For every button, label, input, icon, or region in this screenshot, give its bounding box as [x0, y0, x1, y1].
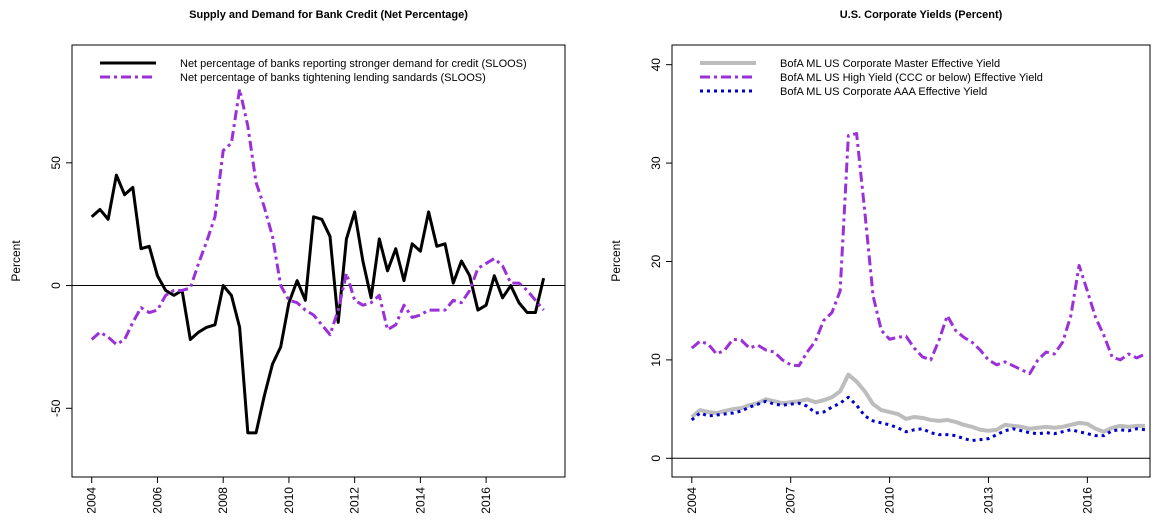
series-line [690, 132, 1146, 376]
plot-frame [71, 44, 566, 478]
legend-label: Net percentage of banks tightening lendi… [180, 72, 486, 84]
legend-label: BofA ML US Corporate Master Effective Yi… [780, 58, 1000, 70]
x-tick-label: 2016 [479, 487, 493, 514]
y-tick-label: 40 [649, 58, 663, 72]
chart-title: U.S. Corporate Yields (Percent) [840, 9, 1003, 21]
y-tick-label: 50 [49, 156, 63, 170]
y-tick-label: 10 [649, 353, 663, 367]
plot-frame [671, 44, 1151, 478]
x-tick-label: 2006 [150, 487, 164, 514]
series-line [90, 87, 545, 346]
y-tick-label: 0 [49, 282, 63, 289]
chart-title: Supply and Demand for Bank Credit (Net P… [189, 9, 468, 21]
legend-label: BofA ML US High Yield (CCC or below) Eff… [780, 72, 1043, 84]
y-tick-label: 0 [649, 455, 663, 462]
series-line [690, 372, 1146, 434]
x-tick-label: 2010 [883, 487, 897, 514]
x-tick-label: 2004 [85, 487, 99, 514]
x-tick-label: 2008 [216, 487, 230, 514]
y-axis-label: Percent [609, 240, 623, 282]
x-tick-label: 2007 [784, 487, 798, 514]
y-axis-label: Percent [9, 240, 23, 282]
x-tick-label: 2013 [981, 487, 995, 514]
series-line [90, 173, 546, 435]
x-tick-label: 2010 [282, 487, 296, 514]
y-tick-label: 20 [649, 254, 663, 268]
x-tick-label: 2016 [1080, 487, 1094, 514]
y-tick-label: -50 [49, 399, 63, 417]
x-tick-label: 2014 [413, 487, 427, 514]
series-line [690, 395, 1146, 443]
y-tick-label: 30 [649, 156, 663, 170]
legend-label: Net percentage of banks reporting strong… [180, 58, 527, 70]
x-tick-label: 2004 [685, 487, 699, 514]
legend-label: BofA ML US Corporate AAA Effective Yield [780, 86, 987, 98]
x-tick-label: 2012 [348, 487, 362, 514]
